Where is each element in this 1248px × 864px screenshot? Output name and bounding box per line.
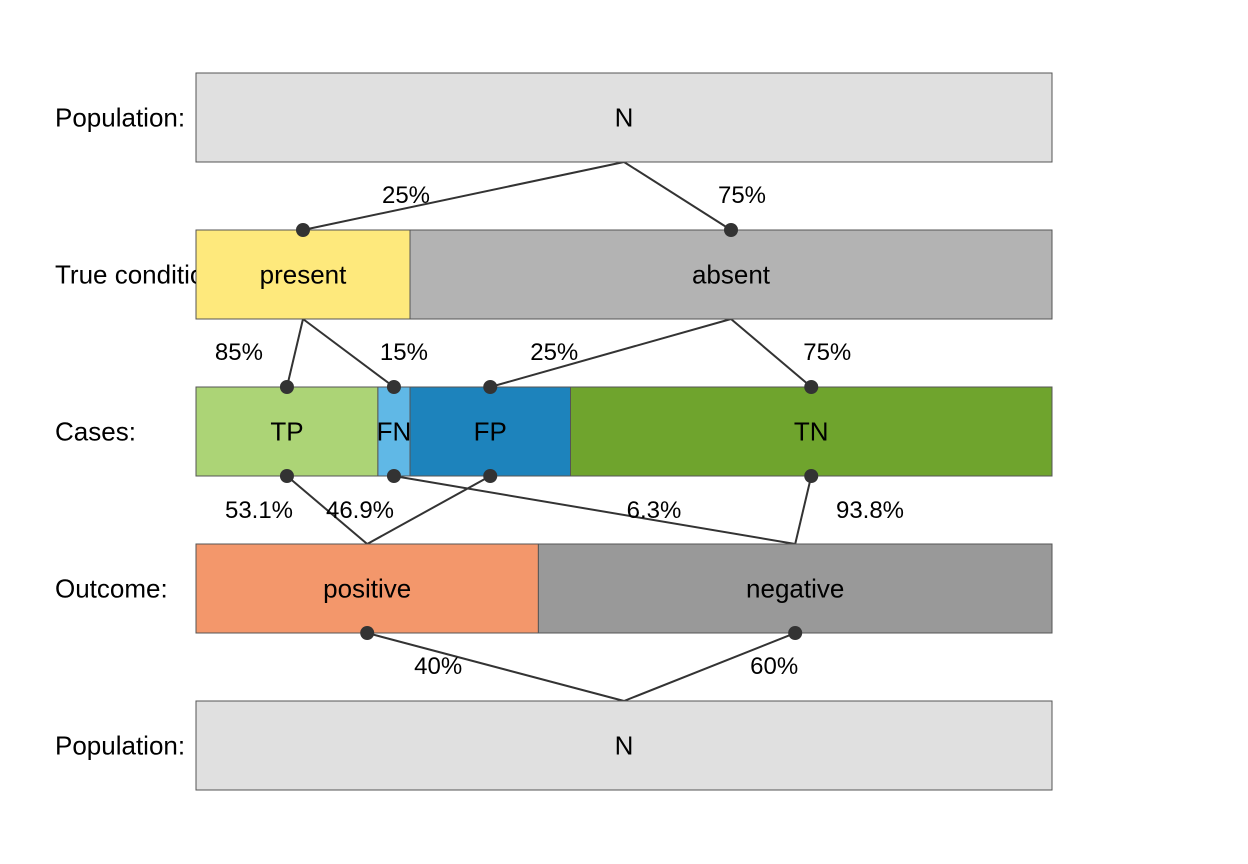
- row-label-outcome: Outcome:: [55, 574, 168, 604]
- segment-tn: [570, 386, 1053, 477]
- link-label-n-top-absent: 75%: [718, 182, 766, 209]
- segment-label-positive: positive: [323, 574, 411, 604]
- segment-label-fn: FN: [377, 417, 412, 447]
- link-n-top-absent: [623, 161, 732, 231]
- link-n-top-present: [302, 161, 625, 231]
- row-label-population-bottom: Population:: [55, 731, 185, 761]
- link-absent-tn: [730, 318, 812, 388]
- dot-n-top-present: [296, 223, 310, 237]
- links-layer: [285, 161, 813, 702]
- link-positive-n-bottom: [366, 632, 625, 702]
- dot-n-top-absent: [724, 223, 738, 237]
- segment-n-bottom: [195, 700, 1053, 791]
- link-label-present-tp: 85%: [215, 339, 263, 366]
- segment-label-present: present: [260, 260, 347, 290]
- dot-fp-positive: [483, 469, 498, 483]
- link-label-absent-fp: 25%: [530, 339, 578, 366]
- link-label-fp-positive: 46.9%: [326, 497, 394, 524]
- dot-negative-n-bottom: [788, 626, 803, 640]
- segment-label-absent: absent: [692, 260, 771, 290]
- bars-layer: [195, 72, 1053, 791]
- row-label-cases: Cases:: [55, 417, 136, 447]
- segment-label-tn: TN: [794, 417, 829, 447]
- segment-label-fp: FP: [474, 417, 507, 447]
- dot-absent-fp: [483, 380, 498, 394]
- dot-absent-tn: [804, 380, 819, 394]
- dot-tp-positive: [279, 469, 294, 483]
- labels-layer: Population: N True condition: present absent…: [55, 103, 904, 761]
- link-label-present-fn: 15%: [380, 339, 428, 366]
- segment-n-top: [195, 72, 1053, 163]
- link-label-negative-n-bottom: 60%: [750, 653, 798, 680]
- segment-positive: [195, 543, 539, 634]
- link-present-fn: [302, 318, 395, 388]
- link-tp-positive: [286, 475, 368, 545]
- dot-present-tp: [279, 380, 294, 394]
- segment-label-tp: TP: [270, 417, 303, 447]
- link-present-tp: [285, 318, 304, 388]
- row-label-population-top: Population:: [55, 103, 185, 133]
- link-label-tn-negative: 93.8%: [836, 497, 904, 524]
- segment-label-n-bottom: N: [615, 731, 634, 761]
- dot-tn-negative: [804, 469, 819, 483]
- dot-fn-negative: [386, 469, 401, 483]
- segment-negative: [537, 543, 1053, 634]
- segment-label-n-top: N: [615, 103, 634, 133]
- link-label-fn-negative: 6.3%: [627, 497, 682, 524]
- link-fn-negative: [393, 475, 796, 545]
- link-label-n-top-present: 25%: [382, 182, 430, 209]
- segment-label-negative: negative: [746, 574, 844, 604]
- dot-positive-n-bottom: [360, 626, 375, 640]
- link-tn-negative: [794, 475, 813, 545]
- link-fp-positive: [366, 475, 491, 545]
- link-label-positive-n-bottom: 40%: [414, 653, 462, 680]
- link-label-absent-tn: 75%: [803, 339, 851, 366]
- link-label-tp-positive: 53.1%: [225, 497, 293, 524]
- link-absent-fp: [489, 318, 732, 388]
- segment-present: [195, 229, 411, 320]
- link-negative-n-bottom: [623, 632, 796, 702]
- dots-layer: [279, 223, 819, 640]
- dot-present-fn: [386, 380, 401, 394]
- row-label-true-condition: True condition:: [55, 260, 226, 290]
